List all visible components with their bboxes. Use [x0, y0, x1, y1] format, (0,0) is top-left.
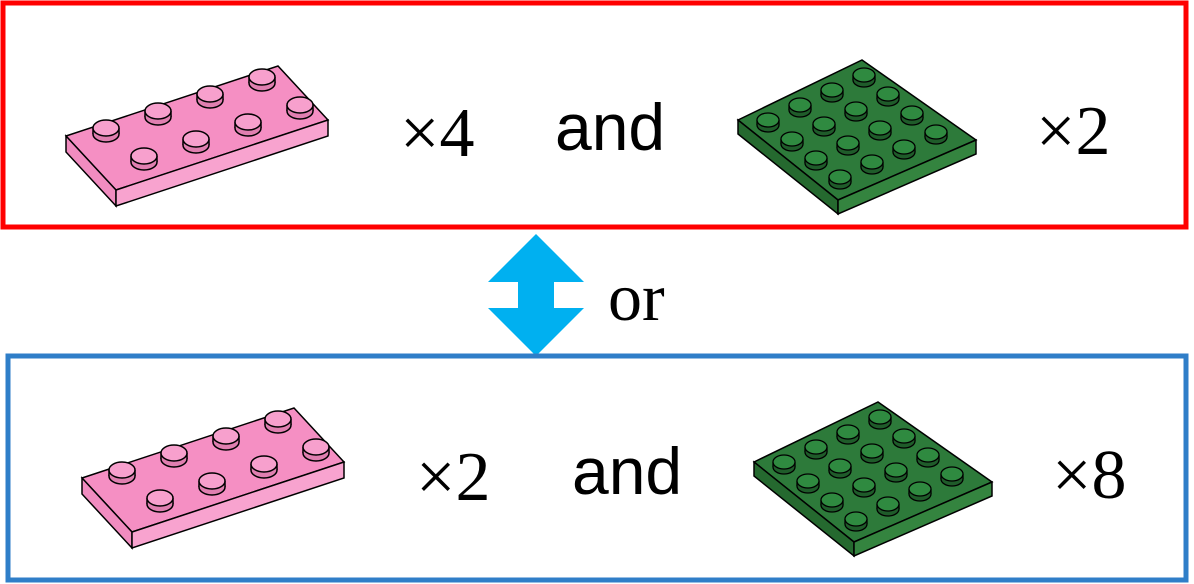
option-a-joiner: and	[555, 90, 665, 164]
double-arrow-vertical-icon	[488, 234, 584, 356]
option-a-green-qty: ×2	[1036, 93, 1110, 170]
separator-label: or	[608, 259, 665, 335]
option-b-green-qty: ×8	[1052, 437, 1126, 514]
lego-4x4-plate-green-icon	[736, 59, 978, 216]
lego-2x4-plate-pink-icon	[80, 407, 346, 550]
lego-4x4-plate-green-icon	[752, 401, 994, 558]
option-a-pink-qty: ×4	[400, 95, 474, 172]
option-a-frame	[0, 0, 1189, 230]
option-b-frame	[5, 353, 1189, 583]
option-b-pink-qty: ×2	[416, 439, 490, 516]
lego-2x4-plate-pink-icon	[64, 65, 330, 208]
option-b-joiner: and	[572, 434, 682, 508]
